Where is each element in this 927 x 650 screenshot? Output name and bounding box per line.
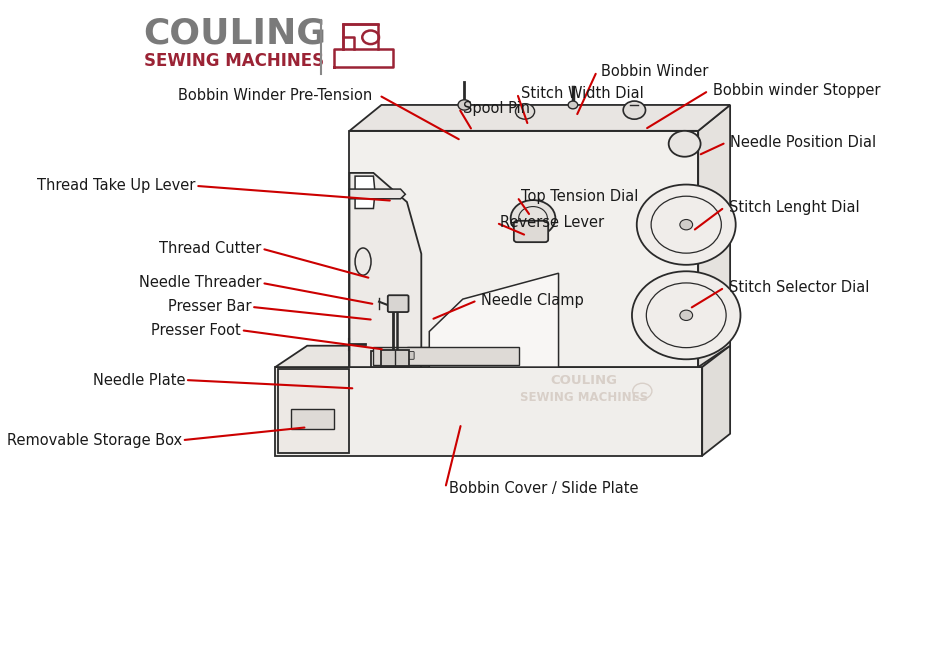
Circle shape: [511, 200, 555, 237]
Text: Needle Position Dial: Needle Position Dial: [730, 135, 876, 150]
Polygon shape: [278, 369, 349, 453]
Circle shape: [679, 220, 692, 230]
Polygon shape: [291, 409, 334, 428]
Text: Bobbin Cover / Slide Plate: Bobbin Cover / Slide Plate: [450, 480, 639, 495]
Text: Top Tension Dial: Top Tension Dial: [521, 189, 639, 204]
Text: Presser Foot: Presser Foot: [151, 322, 241, 338]
Circle shape: [637, 185, 736, 265]
Polygon shape: [275, 367, 702, 456]
Text: Bobbin winder Stopper: Bobbin winder Stopper: [713, 83, 880, 98]
Text: Bobbin Winder Pre-Tension: Bobbin Winder Pre-Tension: [178, 88, 373, 103]
Polygon shape: [429, 273, 559, 367]
Polygon shape: [349, 189, 405, 199]
Circle shape: [632, 271, 741, 359]
Polygon shape: [407, 347, 527, 365]
Text: Removable Storage Box: Removable Storage Box: [6, 433, 182, 448]
Text: Bobbin Winder: Bobbin Winder: [601, 64, 708, 79]
Polygon shape: [355, 176, 375, 209]
Text: Needle Threader: Needle Threader: [139, 276, 261, 291]
FancyBboxPatch shape: [399, 352, 414, 359]
Text: Thread Cutter: Thread Cutter: [159, 241, 261, 256]
Text: Stitch Lenght Dial: Stitch Lenght Dial: [729, 200, 859, 214]
Circle shape: [515, 103, 535, 119]
Polygon shape: [349, 105, 730, 131]
Text: Stitch Selector Dial: Stitch Selector Dial: [729, 280, 869, 295]
FancyBboxPatch shape: [514, 221, 548, 242]
Text: Needle Clamp: Needle Clamp: [481, 293, 584, 308]
Circle shape: [668, 131, 701, 157]
Circle shape: [623, 101, 645, 119]
Text: COULING: COULING: [551, 374, 617, 387]
Text: Stitch Width Dial: Stitch Width Dial: [521, 86, 643, 101]
Text: SEWING MACHINES: SEWING MACHINES: [144, 52, 324, 70]
Text: Spool Pin: Spool Pin: [463, 101, 530, 116]
Polygon shape: [374, 347, 519, 365]
Polygon shape: [399, 351, 421, 367]
Polygon shape: [381, 350, 409, 367]
Text: COULING: COULING: [144, 17, 326, 51]
Text: Thread Take Up Lever: Thread Take Up Lever: [37, 178, 196, 193]
Polygon shape: [349, 173, 421, 367]
Polygon shape: [349, 131, 698, 367]
Polygon shape: [371, 351, 421, 367]
Text: Presser Bar: Presser Bar: [168, 300, 251, 315]
Circle shape: [458, 99, 471, 110]
Circle shape: [568, 101, 578, 109]
FancyBboxPatch shape: [387, 295, 409, 312]
Polygon shape: [698, 105, 730, 367]
Text: Reverse Lever: Reverse Lever: [501, 215, 604, 230]
Polygon shape: [275, 346, 730, 367]
Text: SEWING MACHINES: SEWING MACHINES: [520, 391, 648, 404]
Text: Needle Plate: Needle Plate: [93, 372, 185, 387]
Polygon shape: [702, 346, 730, 456]
Circle shape: [679, 310, 692, 320]
